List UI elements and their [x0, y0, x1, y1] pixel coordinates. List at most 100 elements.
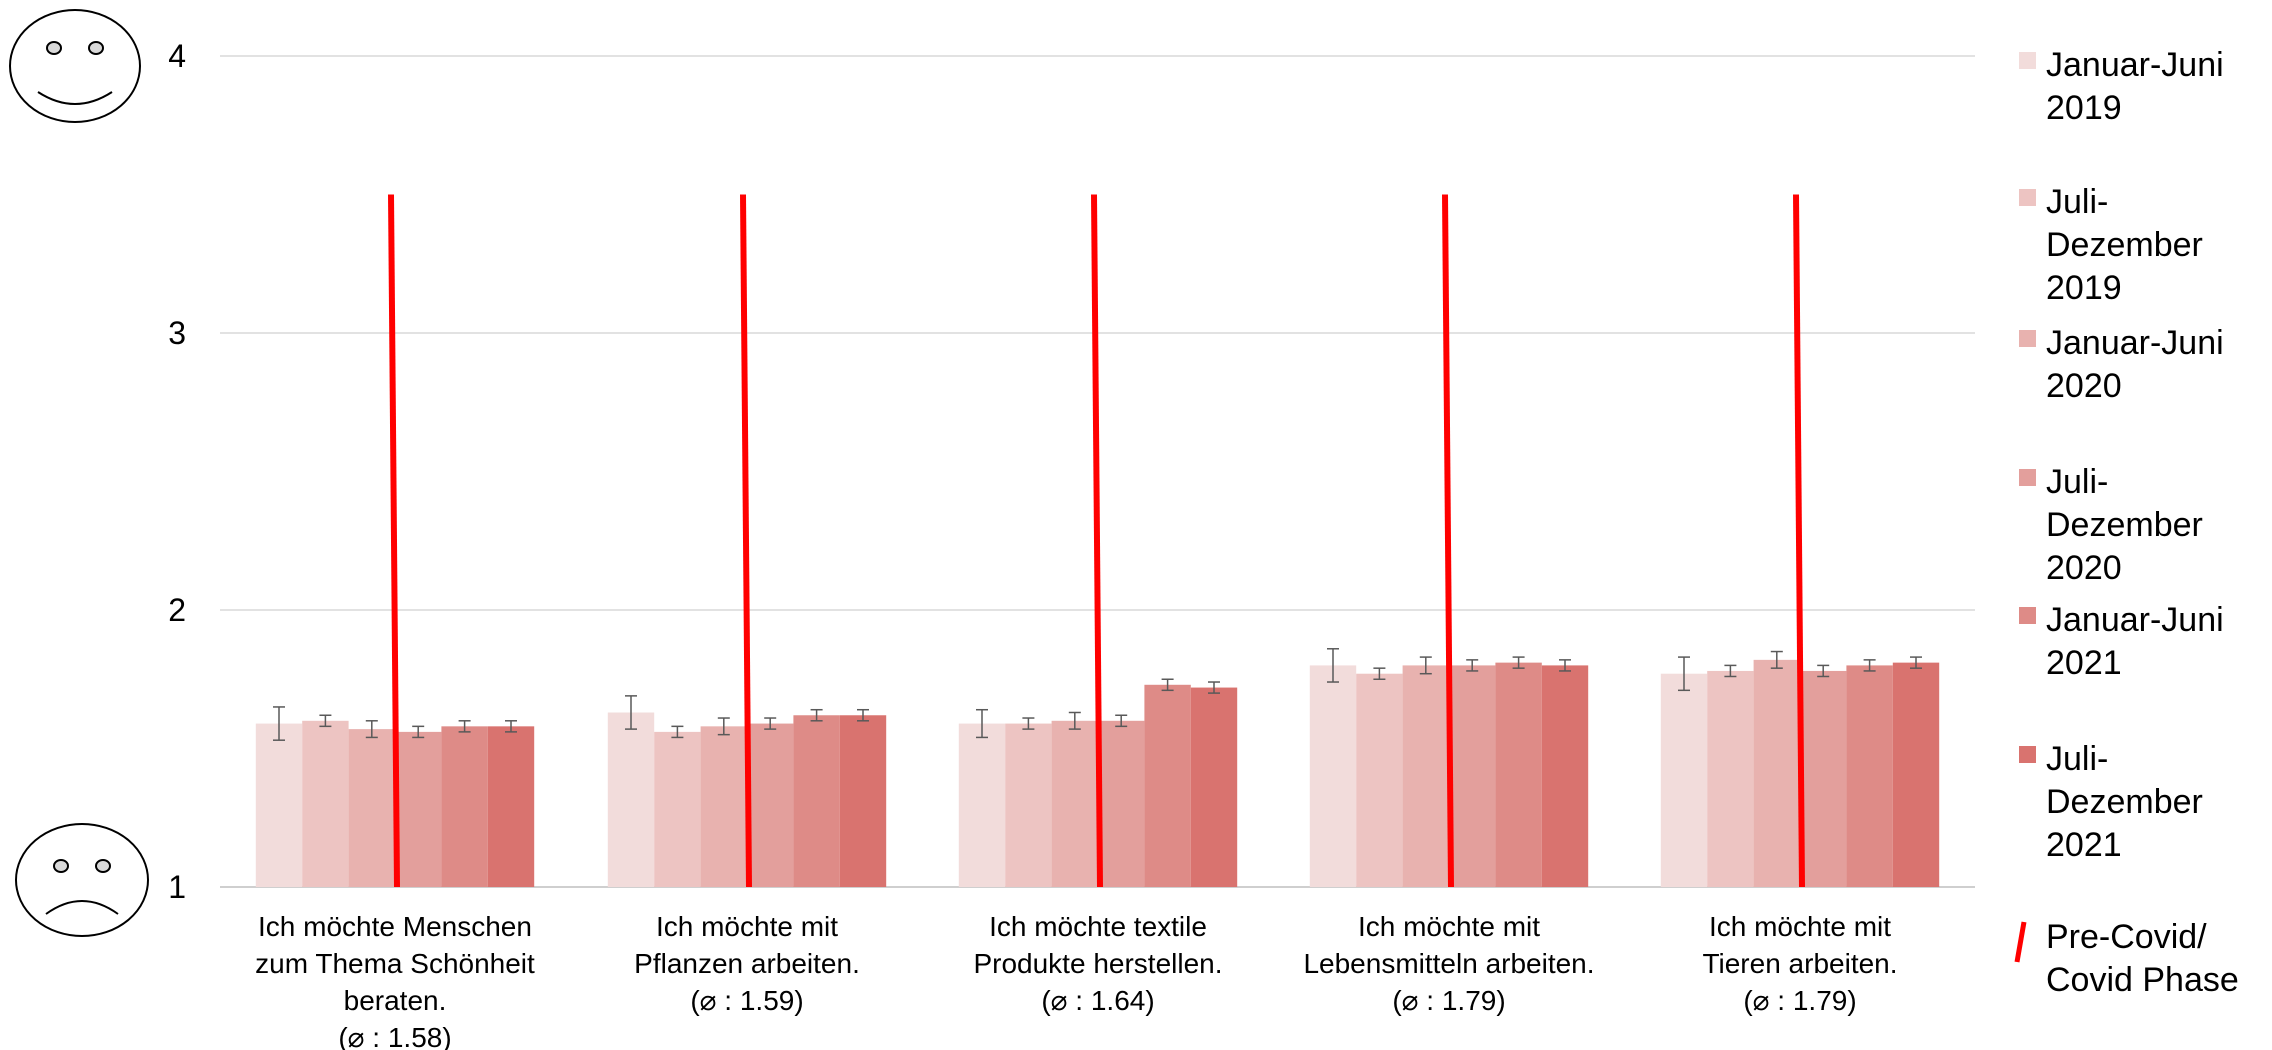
category-label: (⌀ : 1.79): [1743, 985, 1856, 1016]
smiley-face-icon: [9, 9, 141, 123]
phase-markers: [388, 194, 1805, 888]
legend-label: 2021: [2046, 644, 2122, 682]
error-bar: [1115, 714, 1128, 728]
bar: [700, 726, 747, 887]
legend-item-phase: Pre-Covid/Covid Phase: [2014, 918, 2239, 999]
error-bar: [319, 714, 332, 728]
bar: [255, 723, 303, 887]
phase-marker-line: [1091, 194, 1103, 888]
error-bar: [1161, 678, 1174, 692]
legend-label: 2019: [2046, 89, 2122, 127]
error-bar: [717, 717, 730, 736]
legend-item: Juli- Dezember 2021: [2019, 740, 2203, 864]
bar: [1707, 670, 1754, 887]
error-bar: [1910, 656, 1922, 669]
bar: [348, 729, 395, 887]
legend-label: 2020: [2046, 549, 2122, 587]
category-label: Ich möchte mit: [1358, 911, 1540, 942]
category-label: (⌀ : 1.58): [338, 1022, 451, 1050]
error-bar: [1863, 659, 1876, 672]
category-label: (⌀ : 1.59): [690, 985, 803, 1016]
phase-marker-line: [1442, 194, 1454, 888]
error-bar: [1770, 650, 1783, 669]
error-bar: [1068, 711, 1081, 730]
error-bar: [1022, 717, 1035, 730]
category-label: Pflanzen arbeiten.: [634, 948, 860, 979]
bar: [607, 712, 655, 887]
error-bar: [412, 725, 425, 739]
legend-swatch: [2019, 330, 2036, 347]
error-bar: [857, 708, 869, 722]
error-bar: [1419, 656, 1432, 675]
bar: [441, 726, 488, 887]
error-bar: [1373, 667, 1386, 680]
category-label: Ich möchte Menschen: [258, 911, 532, 942]
error-bar: [1724, 664, 1737, 678]
legend-label: Januar-Juni: [2046, 324, 2224, 362]
bar: [958, 723, 1006, 887]
bar: [654, 731, 701, 887]
error-bar: [1817, 664, 1830, 678]
legend-swatch: [2019, 607, 2036, 624]
legend-swatch: [2019, 469, 2036, 486]
error-bar: [1559, 659, 1571, 672]
legend-label: 2019: [2046, 269, 2122, 307]
legend-label: Dezember: [2046, 783, 2203, 821]
error-bar: [365, 720, 378, 739]
legend-label: 2020: [2046, 367, 2122, 405]
category-label: Produkte herstellen.: [973, 948, 1222, 979]
legend-item: Januar-Juni 2021: [2019, 601, 2224, 682]
bar: [1402, 665, 1449, 887]
y-tick-label: 1: [168, 869, 186, 905]
error-bar: [671, 725, 684, 739]
y-tick-label: 3: [168, 315, 186, 351]
legend-swatch: [2019, 189, 2036, 206]
legend-swatch: [2019, 52, 2036, 69]
bar: [793, 715, 840, 887]
bar: [1846, 665, 1893, 887]
legend-label: Dezember: [2046, 226, 2203, 264]
category-label: (⌀ : 1.79): [1392, 985, 1505, 1016]
error-bar: [1208, 681, 1220, 694]
error-bar: [1327, 648, 1339, 683]
legend-item: Januar-Juni 2020: [2019, 324, 2224, 405]
y-tick-label: 4: [168, 38, 186, 74]
bar: [1190, 687, 1238, 887]
error-bar: [1678, 656, 1690, 692]
bar: [747, 723, 794, 887]
phase-marker-line: [740, 194, 752, 888]
legend-item: Januar-Juni 2019: [2019, 46, 2224, 127]
legend-label: 2021: [2046, 826, 2122, 864]
legend-label: Januar-Juni: [2046, 601, 2224, 639]
bar: [1356, 673, 1403, 887]
legend-label: Pre-Covid/: [2046, 918, 2207, 956]
legend-label: Juli-: [2046, 183, 2108, 221]
x-axis-labels: Ich möchte Menschen zum Thema Schönheit be…: [255, 911, 1897, 1050]
category-label: Ich möchte textile: [989, 911, 1207, 942]
bar: [487, 726, 535, 887]
category-label: Lebensmitteln arbeiten.: [1303, 948, 1594, 979]
error-bar: [1466, 659, 1479, 672]
bar: [395, 731, 442, 887]
legend-swatch: [2019, 746, 2036, 763]
bar: [1144, 684, 1191, 887]
y-axis: 1 2 3 4: [168, 38, 186, 905]
category-label: (⌀ : 1.64): [1041, 985, 1154, 1016]
bar: [1098, 720, 1145, 887]
legend-item: Juli- Dezember 2019: [2019, 183, 2203, 307]
bars: [255, 659, 1940, 887]
legend-label: Januar-Juni: [2046, 46, 2224, 84]
phase-marker-line: [388, 194, 400, 888]
bar: [1753, 659, 1800, 887]
category-label: beraten.: [344, 985, 447, 1016]
legend: Januar-Juni2019Juli-Dezember2019Januar-J…: [2014, 46, 2239, 999]
bar: [1005, 723, 1052, 887]
legend-phase-swatch: [2014, 921, 2027, 963]
bar: [1541, 665, 1589, 887]
error-bar: [273, 706, 285, 741]
frowning-face-icon: [15, 823, 149, 937]
category-label: Tieren arbeiten.: [1702, 948, 1897, 979]
error-bar: [458, 720, 471, 733]
bar: [1051, 720, 1098, 887]
bar: [1892, 662, 1940, 887]
